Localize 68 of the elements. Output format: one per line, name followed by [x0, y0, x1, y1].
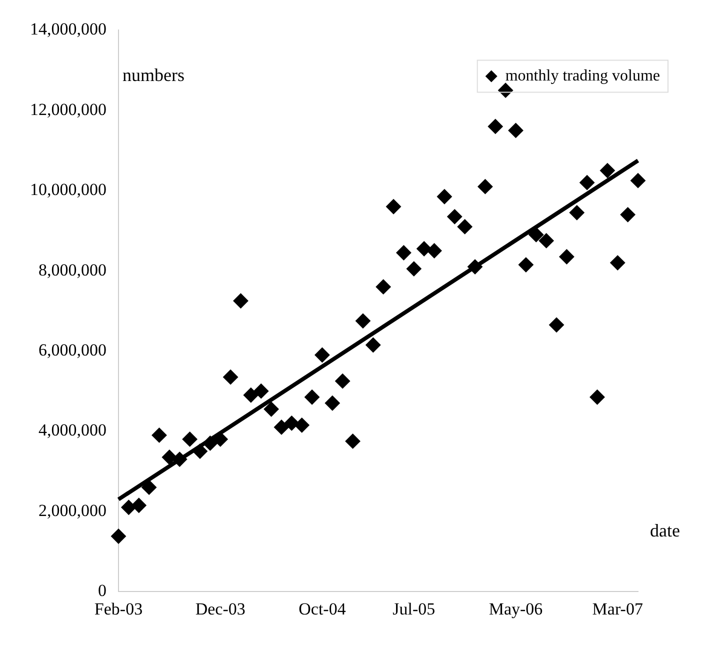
- x-axis-title: date: [650, 520, 680, 540]
- point: [142, 480, 157, 495]
- point: [488, 118, 503, 134]
- x-tick-label: Dec-03: [195, 599, 246, 618]
- y-tick-label: 4,000,000: [38, 420, 106, 440]
- point: [559, 249, 574, 264]
- point: [304, 390, 320, 405]
- y-tick-label: 14,000,000: [30, 20, 106, 39]
- point: [192, 444, 208, 459]
- point: [223, 370, 238, 385]
- point: [580, 175, 595, 190]
- point: [152, 428, 167, 443]
- point: [284, 416, 300, 431]
- y-tick-label: 0: [98, 581, 106, 600]
- x-tick-label: Jul-05: [392, 599, 436, 618]
- point: [233, 293, 248, 308]
- point: [121, 500, 136, 515]
- point: [528, 227, 544, 242]
- y-tick-label: 8,000,000: [38, 260, 106, 280]
- point: [406, 261, 422, 276]
- point: [111, 528, 126, 544]
- point: [590, 390, 605, 405]
- point: [620, 207, 636, 222]
- point: [610, 255, 626, 270]
- y-tick-label: 12,000,000: [30, 100, 106, 119]
- point: [202, 436, 218, 451]
- point: [243, 388, 258, 403]
- point: [172, 452, 188, 467]
- y-tick-label: 2,000,000: [38, 500, 106, 520]
- point: [254, 384, 269, 399]
- point: [508, 122, 524, 138]
- point: [274, 420, 289, 435]
- point: [600, 163, 615, 178]
- point: [335, 374, 350, 389]
- y-axis-title: numbers: [122, 64, 184, 85]
- point: [376, 279, 391, 294]
- point: [538, 233, 554, 248]
- point: [324, 396, 340, 411]
- point: [345, 434, 360, 449]
- point: [468, 259, 483, 274]
- point: [264, 402, 279, 417]
- x-tick-label: Oct-04: [298, 599, 346, 618]
- x-tick-label: Mar-07: [592, 599, 644, 618]
- x-tick-label: May-06: [488, 599, 543, 618]
- point: [478, 179, 493, 194]
- point: [549, 317, 564, 332]
- point: [396, 245, 412, 260]
- point: [314, 348, 330, 363]
- point: [212, 432, 228, 447]
- point: [355, 313, 370, 328]
- point: [630, 173, 646, 188]
- point: [386, 199, 402, 214]
- point: [457, 219, 472, 234]
- x-tick-label: Feb-03: [94, 599, 143, 618]
- legend-label: monthly trading volume: [505, 67, 660, 84]
- point: [182, 432, 198, 447]
- point: [518, 257, 534, 272]
- point: [426, 243, 442, 258]
- point: [569, 205, 584, 220]
- point: [447, 209, 462, 224]
- point: [162, 450, 177, 465]
- point: [131, 498, 146, 513]
- point: [294, 418, 310, 433]
- point: [436, 189, 452, 204]
- point: [366, 337, 381, 352]
- y-tick-label: 10,000,000: [30, 180, 106, 200]
- point: [416, 241, 432, 256]
- y-tick-label: 6,000,000: [38, 340, 106, 360]
